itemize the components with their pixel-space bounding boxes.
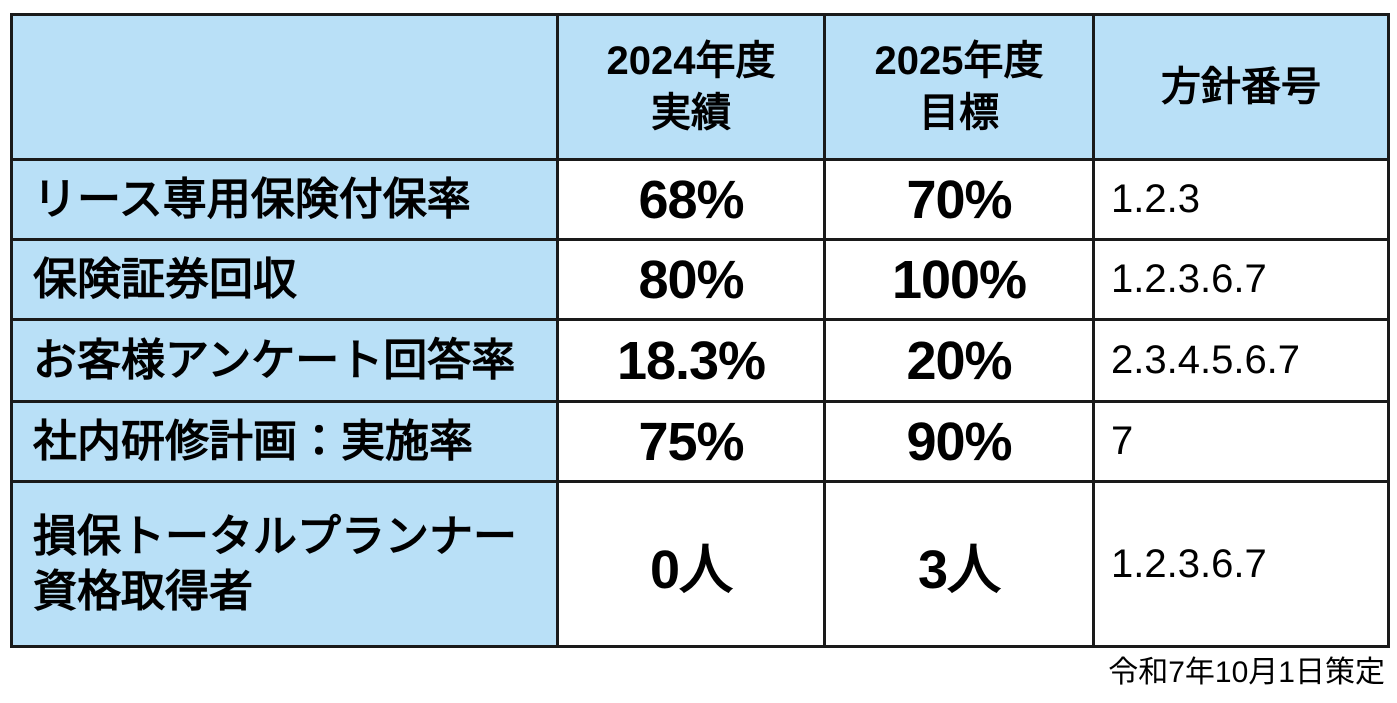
date-note: 令和7年10月1日策定 (1108, 656, 1385, 689)
value-2025: 90% (823, 400, 1095, 483)
value-2024: 18.3% (556, 318, 826, 403)
kpi-table-container: 2024年度 実績 2025年度 目標 方針番号 リース専用保険付保率 68% … (10, 13, 1390, 648)
header-cell-2025-target: 2025年度 目標 (823, 13, 1095, 161)
policy-numbers: 1.2.3.6.7 (1092, 480, 1390, 648)
policy-numbers: 1.2.3 (1092, 158, 1390, 241)
header-cell-policy-number: 方針番号 (1092, 13, 1390, 161)
policy-numbers: 1.2.3.6.7 (1092, 238, 1390, 321)
header-cell-metric (10, 13, 559, 161)
value-2025: 20% (823, 318, 1095, 403)
table-row: お客様アンケート回答率 18.3% 20% 2.3.4.5.6.7 (10, 318, 1390, 403)
value-2024: 80% (556, 238, 826, 321)
value-2025: 3人 (823, 480, 1095, 648)
value-2024: 75% (556, 400, 826, 483)
policy-numbers: 7 (1092, 400, 1390, 483)
table-row: 保険証券回収 80% 100% 1.2.3.6.7 (10, 238, 1390, 321)
table-row: 社内研修計画：実施率 75% 90% 7 (10, 400, 1390, 483)
value-2024: 0人 (556, 480, 826, 648)
header-cell-2024-result: 2024年度 実績 (556, 13, 826, 161)
table-row: 損保トータルプランナー 資格取得者 0人 3人 1.2.3.6.7 (10, 480, 1390, 648)
row-label: 損保トータルプランナー 資格取得者 (10, 480, 559, 648)
policy-numbers: 2.3.4.5.6.7 (1092, 318, 1390, 403)
kpi-table: 2024年度 実績 2025年度 目標 方針番号 リース専用保険付保率 68% … (10, 13, 1390, 648)
table-row: リース専用保険付保率 68% 70% 1.2.3 (10, 158, 1390, 241)
value-2024: 68% (556, 158, 826, 241)
row-label: お客様アンケート回答率 (10, 318, 559, 403)
value-2025: 70% (823, 158, 1095, 241)
row-label: リース専用保険付保率 (10, 158, 559, 241)
header-row: 2024年度 実績 2025年度 目標 方針番号 (10, 13, 1390, 161)
row-label: 保険証券回収 (10, 238, 559, 321)
row-label: 社内研修計画：実施率 (10, 400, 559, 483)
value-2025: 100% (823, 238, 1095, 321)
